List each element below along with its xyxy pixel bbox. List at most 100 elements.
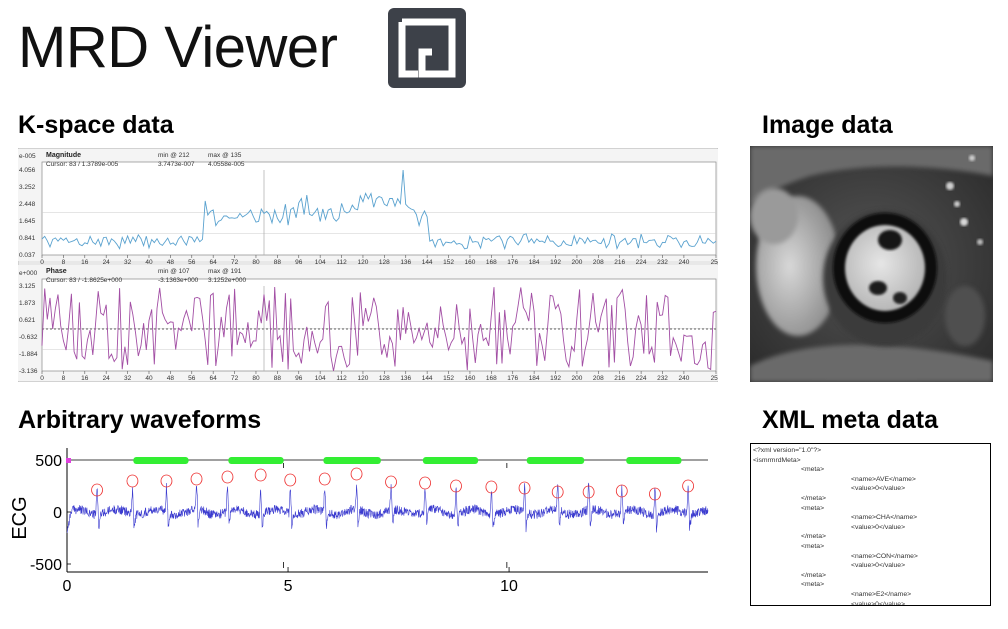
phase-x-tick-label: 152 xyxy=(443,375,454,382)
waveform-start-marker xyxy=(66,458,71,463)
r-peak-marker xyxy=(350,467,363,481)
magnitude-plot[interactable]: e-005 Magnitude Cursor: 83 / 1.3789e-005… xyxy=(18,149,722,266)
phase-x-tick-label: 40 xyxy=(145,375,153,382)
r-peak-marker xyxy=(682,479,695,493)
r-peak-marker xyxy=(649,487,661,501)
xml-line: <name>AVE</name> xyxy=(851,475,916,483)
phase-y-tick-label: 3.125 xyxy=(19,283,36,290)
kspace-section-title: K-space data xyxy=(18,111,174,139)
waveforms-section-title: Arbitrary waveforms xyxy=(18,406,262,434)
magnitude-y-tick-label: 0.037 xyxy=(19,252,36,259)
phase-x-tick-label: 240 xyxy=(678,375,689,382)
phase-x-tick-label: 168 xyxy=(486,375,497,382)
magnitude-x-tick-label: 200 xyxy=(571,259,582,266)
xml-line: <name>CHA</name> xyxy=(851,514,918,522)
phase-x-tick-label: 0 xyxy=(40,375,44,382)
r-peak-marker xyxy=(582,485,595,499)
magnitude-x-tick-label: 216 xyxy=(614,259,625,266)
xml-line: <name>E2</name> xyxy=(851,590,912,598)
xml-line: <name>CON</name> xyxy=(851,552,918,560)
app-title: MRD Viewer xyxy=(18,15,338,80)
r-peak-marker xyxy=(385,475,397,489)
magnitude-x-tick-label: 56 xyxy=(188,259,196,266)
phase-x-tick-label: 216 xyxy=(614,375,625,382)
phase-x-tick-label: 184 xyxy=(529,375,540,382)
phase-x-tick-label: 88 xyxy=(274,375,282,382)
waveform-y-tick-label: 500 xyxy=(35,453,62,470)
magnitude-min-label: min @ 212 xyxy=(158,152,190,159)
kspace-viewer[interactable]: e-005 Magnitude Cursor: 83 / 1.3789e-005… xyxy=(17,147,722,383)
magnitude-y-tick-label: 1.645 xyxy=(19,218,36,225)
xml-line: </meta> xyxy=(801,533,826,541)
phase-cursor: Cursor: 83 / -1.8625e+000 xyxy=(46,277,122,284)
r-peak-marker xyxy=(615,484,628,498)
phase-x-tick-label: 56 xyxy=(188,375,196,382)
xml-line: <ismrmrdMeta> xyxy=(753,456,801,464)
xml-line: </meta> xyxy=(801,571,826,579)
r-peak-marker xyxy=(419,476,431,490)
r-peak-marker xyxy=(485,480,498,494)
magnitude-x-tick-label: 104 xyxy=(315,259,326,266)
phase-min-label: min @ 107 xyxy=(158,268,190,275)
phase-x-tick-label: 160 xyxy=(465,375,476,382)
waveform-y-axis-label: ECG xyxy=(9,496,31,539)
phase-x-tick-label: 224 xyxy=(636,375,647,382)
phase-x-tick-label: 64 xyxy=(210,375,218,382)
magnitude-x-tick-label: 152 xyxy=(443,259,454,266)
phase-y-tick-label: -1.884 xyxy=(19,351,38,358)
phase-x-tick-label: 32 xyxy=(124,375,132,382)
phase-x-tick-label: 208 xyxy=(593,375,604,382)
magnitude-x-tick-label: 88 xyxy=(274,259,282,266)
phase-x-tick-label: 96 xyxy=(295,375,303,382)
phase-x-tick-label: 200 xyxy=(571,375,582,382)
phase-y-tick-label: 0.621 xyxy=(19,317,36,324)
magnitude-min-value: 3.7473e-007 xyxy=(158,161,195,168)
r-peak-marker xyxy=(160,474,173,488)
waveform-x-tick-label: 10 xyxy=(500,578,518,595)
phase-x-tick-label: 24 xyxy=(103,375,111,382)
phase-x-tick-label: 136 xyxy=(400,375,411,382)
cardiac-mri-image[interactable] xyxy=(750,146,993,382)
xml-line: <meta> xyxy=(801,504,825,512)
xml-line: <meta> xyxy=(801,581,825,589)
magnitude-y-tick-label: 0.841 xyxy=(19,235,36,242)
phase-x-tick-label: 232 xyxy=(657,375,668,382)
phase-x-tick-label: 120 xyxy=(358,375,369,382)
magnitude-y-tick-label: 2.448 xyxy=(19,201,36,208)
magnitude-x-tick-label: 32 xyxy=(124,259,132,266)
r-peak-marker xyxy=(551,485,564,499)
xml-line: <value>0</value> xyxy=(851,523,906,531)
magnitude-x-tick-label: 0 xyxy=(40,259,44,266)
phase-x-tick-label: 80 xyxy=(252,375,260,382)
magnitude-y-tick-label: 4.056 xyxy=(19,167,36,174)
xml-section-title: XML meta data xyxy=(762,406,938,434)
magnitude-x-tick-label: 96 xyxy=(295,259,303,266)
waveform-viewer[interactable]: 500 0 -500 0 5 10 ECG xyxy=(0,448,720,624)
magnitude-cursor: Cursor: 83 / 1.3789e-005 xyxy=(46,161,119,168)
xml-line: </meta> xyxy=(801,494,826,502)
magnitude-max-value: 4.0558e-005 xyxy=(208,161,245,168)
magnitude-x-tick-label: 252 xyxy=(711,259,718,266)
magnitude-x-tick-label: 72 xyxy=(231,259,239,266)
magnitude-max-label: max @ 135 xyxy=(208,152,242,159)
magnitude-x-tick-label: 232 xyxy=(657,259,668,266)
xml-meta-viewer[interactable]: <?xml version="1.0"?> <ismrmrdMeta> <meta>… xyxy=(750,443,991,606)
magnitude-x-tick-label: 48 xyxy=(167,259,175,266)
gating-window-bar xyxy=(626,457,682,464)
image-section-title: Image data xyxy=(762,111,893,139)
phase-x-tick-label: 252 xyxy=(711,375,718,382)
xml-content: <?xml version="1.0"?> <ismrmrdMeta> <meta>… xyxy=(751,446,990,605)
phase-plot[interactable]: e+000 Phase Cursor: 83 / -1.8625e+000 mi… xyxy=(18,265,722,382)
magnitude-x-tick-label: 192 xyxy=(550,259,561,266)
magnitude-x-tick-label: 16 xyxy=(81,259,89,266)
phase-y-tick-label: 1.873 xyxy=(19,300,36,307)
phase-x-tick-label: 72 xyxy=(231,375,239,382)
r-peak-marker xyxy=(190,472,203,486)
magnitude-x-tick-label: 168 xyxy=(486,259,497,266)
gating-window-bar xyxy=(133,457,189,464)
magnitude-x-tick-label: 184 xyxy=(529,259,540,266)
magnitude-x-tick-label: 136 xyxy=(400,259,411,266)
magnitude-x-tick-label: 128 xyxy=(379,259,390,266)
waveform-y-tick-label: 0 xyxy=(53,505,62,522)
phase-y-tick-label: -0.632 xyxy=(19,334,38,341)
